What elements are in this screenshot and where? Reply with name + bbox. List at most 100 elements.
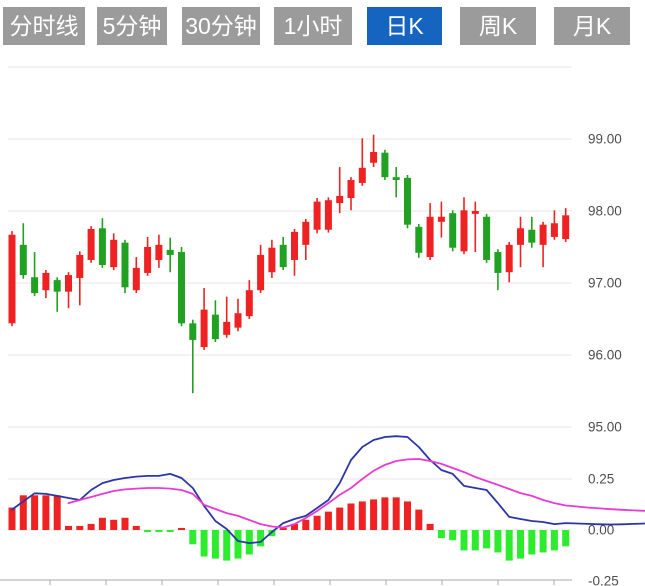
candle-up	[65, 275, 72, 292]
candle-up	[291, 231, 298, 260]
candle-up	[155, 244, 163, 260]
macd-axis-label: 0.25	[588, 472, 614, 487]
macd-histogram-bar	[19, 495, 27, 530]
period-tab[interactable]: 分时线	[3, 7, 85, 45]
candle-down	[178, 252, 185, 324]
macd-lines	[11, 435, 645, 544]
candle-down	[415, 226, 423, 253]
candle-up	[517, 228, 524, 245]
macd-histogram-bar	[178, 527, 185, 530]
macd-histogram-bar	[562, 530, 570, 547]
period-tab[interactable]: 月K	[554, 7, 630, 45]
macd-histogram	[8, 495, 570, 561]
candle-down	[166, 249, 174, 255]
candles-group	[8, 134, 570, 394]
period-tab[interactable]: 5分钟	[97, 7, 167, 45]
axis-labels: 99.00 98.00 97.00 96.00 95.00 0.25 0.00 -0.25	[588, 132, 622, 586]
price-axis-label: 98.00	[588, 204, 622, 219]
macd-axis-label: 0.00	[588, 523, 614, 538]
macd-histogram-bar	[53, 495, 61, 530]
macd-histogram-bar	[132, 525, 140, 530]
macd-histogram-bar	[257, 530, 265, 547]
candle-up	[460, 210, 468, 252]
period-tab[interactable]: 30分钟	[182, 7, 260, 45]
dif-line	[11, 435, 645, 544]
macd-histogram-bar	[336, 507, 344, 530]
candle-down	[494, 252, 502, 273]
period-tabs: 分时线 5分钟 30分钟 1小时 日K 周K 月K	[0, 7, 645, 45]
x-axis	[0, 579, 572, 585]
macd-histogram-bar	[8, 507, 16, 530]
candle-up	[313, 201, 321, 230]
candle-up	[539, 224, 547, 245]
macd-histogram-bar	[291, 523, 298, 530]
macd-histogram-bar	[110, 519, 118, 530]
candle-up	[257, 254, 265, 291]
candle-up	[42, 272, 50, 291]
macd-histogram-bar	[98, 517, 106, 530]
macd-histogram-bar	[370, 499, 378, 530]
macd-histogram-bar	[302, 519, 310, 530]
macd-histogram-bar	[437, 530, 445, 539]
candle-down	[189, 323, 197, 340]
macd-histogram-bar	[279, 527, 287, 530]
macd-grid	[8, 478, 572, 531]
macd-histogram-bar	[42, 495, 50, 530]
macd-histogram-bar	[166, 530, 174, 533]
macd-histogram-bar	[460, 530, 468, 551]
candle-up	[87, 229, 95, 260]
price-axis-label: 95.00	[588, 420, 622, 435]
candle-up	[471, 211, 479, 214]
period-tab-active[interactable]: 日K	[367, 7, 442, 45]
candle-up	[76, 254, 84, 278]
price-axis-label: 96.00	[588, 348, 622, 363]
macd-histogram-bar	[189, 530, 197, 545]
candle-up	[336, 195, 344, 204]
macd-histogram-bar	[449, 530, 457, 541]
macd-histogram-bar	[223, 530, 231, 561]
macd-histogram-bar	[144, 530, 152, 533]
candle-down	[31, 277, 39, 294]
candle-down	[404, 177, 411, 225]
macd-histogram-bar	[392, 497, 400, 530]
candle-up	[550, 223, 558, 237]
candle-down	[121, 242, 129, 288]
candle-up	[245, 290, 253, 317]
candle-down	[483, 216, 491, 260]
price-axis-label: 99.00	[588, 132, 622, 147]
candle-up	[268, 247, 276, 273]
candle-up	[132, 267, 140, 291]
candle-up	[505, 244, 513, 273]
macd-histogram-bar	[517, 530, 524, 559]
macd-histogram-bar	[234, 530, 242, 559]
candle-down	[449, 213, 457, 248]
macd-histogram-bar	[76, 525, 84, 530]
period-tab[interactable]: 周K	[460, 7, 536, 45]
candle-up	[562, 215, 570, 240]
candle-down	[381, 152, 389, 178]
candle-up	[426, 216, 434, 258]
macd-histogram-bar	[404, 501, 411, 530]
candle-up	[200, 309, 208, 348]
candle-down	[211, 314, 219, 340]
macd-histogram-bar	[347, 503, 355, 530]
candle-down	[528, 229, 536, 243]
candle-up	[302, 221, 310, 245]
candle-down	[19, 244, 27, 276]
macd-histogram-bar	[528, 530, 536, 555]
macd-histogram-bar	[65, 525, 72, 530]
candle-up	[8, 234, 16, 324]
candle-up	[437, 216, 445, 222]
macd-histogram-bar	[471, 530, 479, 551]
candle-up	[110, 239, 118, 268]
macd-histogram-bar	[415, 509, 423, 530]
macd-histogram-bar	[505, 530, 513, 561]
candle-up	[347, 180, 355, 199]
candle-up	[234, 313, 242, 328]
period-tab[interactable]: 1小时	[274, 7, 352, 45]
macd-histogram-bar	[358, 501, 366, 530]
macd-histogram-bar	[483, 530, 491, 549]
candle-down	[279, 244, 287, 268]
